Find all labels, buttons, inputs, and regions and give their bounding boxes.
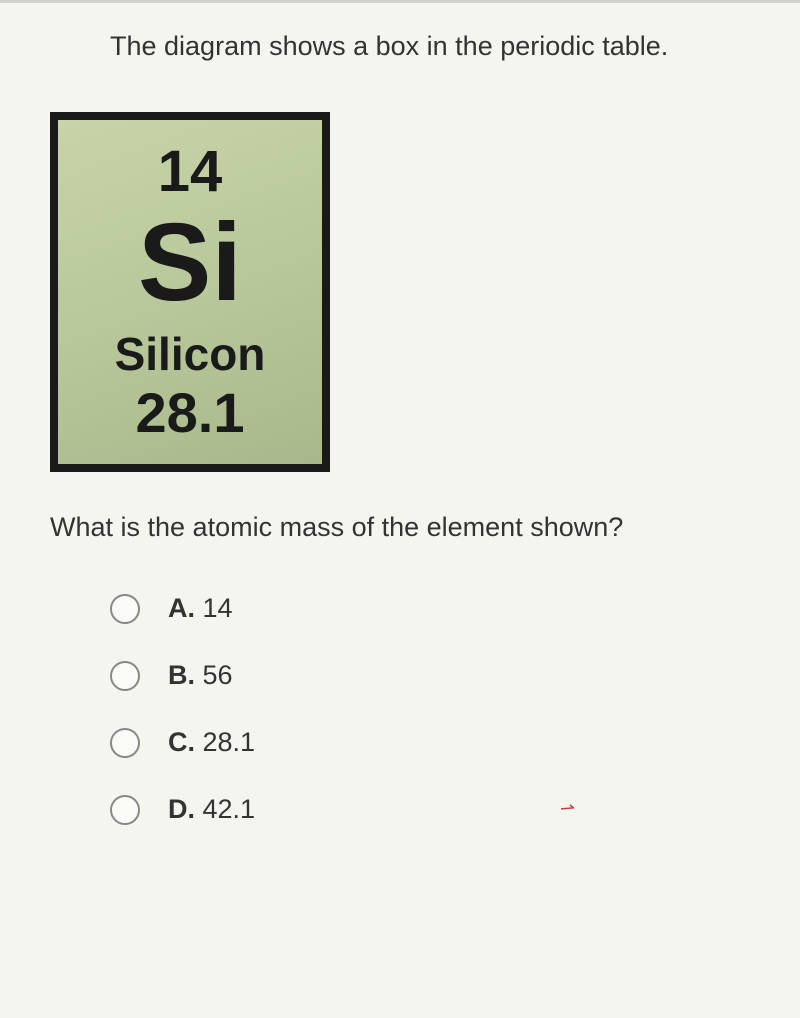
intro-text: The diagram shows a box in the periodic … bbox=[110, 31, 770, 62]
option-b-letter: B. bbox=[168, 660, 195, 690]
atomic-mass: 28.1 bbox=[136, 385, 245, 441]
radio-c[interactable] bbox=[110, 728, 140, 758]
quiz-content: The diagram shows a box in the periodic … bbox=[0, 3, 800, 881]
atomic-number: 14 bbox=[158, 143, 223, 201]
element-symbol: Si bbox=[138, 205, 242, 321]
option-d-label: D. 42.1 bbox=[168, 794, 255, 825]
option-a[interactable]: A. 14 bbox=[110, 593, 770, 624]
option-c-letter: C. bbox=[168, 727, 195, 757]
option-b[interactable]: B. 56 bbox=[110, 660, 770, 691]
radio-a[interactable] bbox=[110, 594, 140, 624]
answer-options: A. 14 B. 56 C. 28.1 D. 42.1 bbox=[110, 593, 770, 825]
option-c-value: 28.1 bbox=[203, 727, 256, 757]
option-b-label: B. 56 bbox=[168, 660, 233, 691]
cursor-arrow-icon: ⇀ bbox=[559, 797, 576, 819]
option-c-label: C. 28.1 bbox=[168, 727, 255, 758]
option-a-value: 14 bbox=[203, 593, 233, 623]
radio-d[interactable] bbox=[110, 795, 140, 825]
option-c[interactable]: C. 28.1 bbox=[110, 727, 770, 758]
periodic-element-box: 14 Si Silicon 28.1 bbox=[50, 112, 330, 472]
option-d[interactable]: D. 42.1 bbox=[110, 794, 770, 825]
option-a-label: A. 14 bbox=[168, 593, 233, 624]
option-d-value: 42.1 bbox=[203, 794, 256, 824]
option-b-value: 56 bbox=[203, 660, 233, 690]
radio-b[interactable] bbox=[110, 661, 140, 691]
option-a-letter: A. bbox=[168, 593, 195, 623]
question-text: What is the atomic mass of the element s… bbox=[50, 512, 770, 543]
element-name: Silicon bbox=[115, 331, 266, 377]
option-d-letter: D. bbox=[168, 794, 195, 824]
